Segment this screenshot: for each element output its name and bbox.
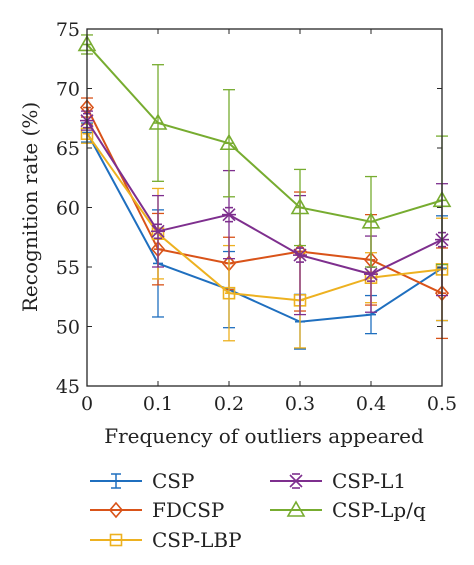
data-point bbox=[219, 133, 239, 151]
y-axis-label: Recognition rate (%) bbox=[18, 102, 42, 312]
legend-label: CSP-Lp/q bbox=[332, 498, 426, 522]
x-tick-label: 0.1 bbox=[143, 393, 173, 415]
marker-square bbox=[109, 533, 123, 547]
legend-item: CSP-Lp/q bbox=[270, 498, 426, 522]
y-axis: 45 50 55 60 65 70 75 bbox=[56, 19, 442, 398]
x-tick-label: 0.4 bbox=[356, 393, 386, 415]
legend-item: CSP bbox=[90, 469, 194, 493]
data-point bbox=[151, 223, 165, 240]
plot-area bbox=[87, 29, 442, 386]
legend-label: FDCSP bbox=[152, 498, 224, 522]
y-tick-label: 65 bbox=[56, 138, 80, 160]
y-tick-label: 60 bbox=[56, 198, 80, 220]
marker-diamond bbox=[108, 501, 124, 519]
y-tick-label: 45 bbox=[56, 376, 80, 398]
data-point bbox=[290, 197, 310, 215]
y-tick-label: 70 bbox=[56, 79, 80, 101]
legend-label: CSP-L1 bbox=[332, 469, 406, 493]
data-point bbox=[293, 247, 307, 263]
legend-item: CSP-L1 bbox=[270, 469, 406, 493]
series-line bbox=[86, 43, 443, 223]
x-axis-label: Frequency of outliers appeared bbox=[104, 424, 424, 448]
series-line bbox=[86, 107, 443, 295]
legend-item: FDCSP bbox=[90, 498, 224, 522]
y-tick-label: 75 bbox=[56, 19, 80, 41]
series-line bbox=[86, 133, 443, 302]
x-tick-label: 0.5 bbox=[427, 393, 457, 415]
legend-label: CSP-LBP bbox=[152, 528, 242, 552]
data-point bbox=[148, 113, 168, 130]
series-line bbox=[86, 120, 443, 276]
data-point bbox=[364, 266, 378, 282]
x-tick-label: 0 bbox=[81, 393, 93, 415]
legend: CSP FDCSP CSP-LBP CSP-L1 CSP-Lp/q bbox=[90, 469, 426, 552]
marker-star bbox=[289, 473, 303, 489]
marker-triangle bbox=[286, 500, 306, 517]
x-tick-label: 0.3 bbox=[285, 393, 315, 415]
x-tick-label: 0.2 bbox=[214, 393, 244, 415]
data-point bbox=[222, 286, 236, 300]
plot-frame bbox=[86, 28, 443, 387]
data-point bbox=[222, 206, 236, 223]
legend-item: CSP-LBP bbox=[90, 528, 242, 552]
data-point bbox=[361, 212, 381, 229]
y-tick-label: 50 bbox=[56, 317, 80, 339]
y-tick-label: 55 bbox=[56, 257, 80, 279]
legend-label: CSP bbox=[152, 469, 194, 493]
x-axis: 0 0.1 0.2 0.3 0.4 0.5 bbox=[81, 29, 457, 415]
series-line bbox=[86, 132, 443, 323]
